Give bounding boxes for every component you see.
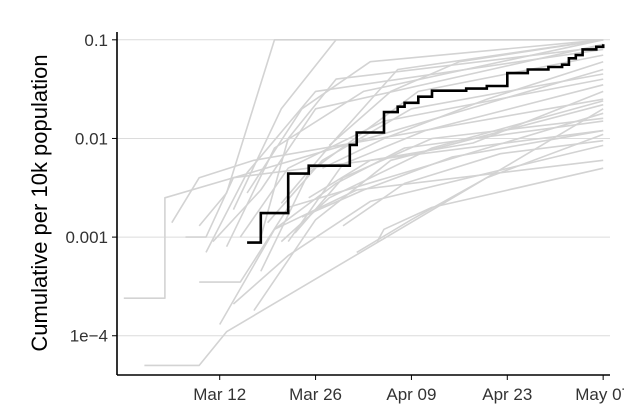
background-series-line xyxy=(225,39,604,248)
background-series-line xyxy=(232,39,604,210)
x-tick-label: Apr 23 xyxy=(482,385,532,404)
background-series-line xyxy=(322,60,604,169)
background-series-line xyxy=(212,43,604,243)
background-series-line xyxy=(342,139,604,227)
background-series-line xyxy=(287,84,604,243)
x-tick-label: Mar 26 xyxy=(289,385,342,404)
background-series-line xyxy=(246,39,604,194)
background-series-line xyxy=(253,103,604,312)
background-series-group xyxy=(123,39,604,367)
background-series-line xyxy=(266,73,604,224)
background-series-line xyxy=(239,78,604,238)
background-series-line xyxy=(308,90,604,199)
background-series-line xyxy=(301,129,604,218)
background-series-line xyxy=(144,108,604,367)
y-axis-title: Cumulative per 10k population xyxy=(27,54,52,351)
highlight-series-group xyxy=(247,44,605,244)
background-series-line xyxy=(376,167,604,242)
x-tick-label: Mar 12 xyxy=(193,385,246,404)
background-series-line xyxy=(280,100,604,243)
background-series-line xyxy=(356,133,604,254)
background-series-line xyxy=(199,112,604,283)
background-series-line xyxy=(260,46,604,238)
highlight-series-line xyxy=(247,44,605,244)
y-tick-label: 1e−4 xyxy=(70,327,108,346)
background-series-line xyxy=(205,48,604,253)
y-tick-label: 0.001 xyxy=(65,228,108,247)
x-tick-label: Apr 09 xyxy=(386,385,436,404)
y-tick-label: 0.1 xyxy=(84,31,108,50)
y-tick-label: 0.01 xyxy=(75,129,108,148)
background-series-line xyxy=(328,39,604,147)
tick-labels: 1e−4 0.001 0.01 0.1 Mar 12 Mar 26 Apr 09 Apr 23… xyxy=(65,31,624,404)
background-series-line xyxy=(232,144,604,305)
axes xyxy=(116,32,610,376)
x-tick-label: May 07 xyxy=(575,385,624,404)
